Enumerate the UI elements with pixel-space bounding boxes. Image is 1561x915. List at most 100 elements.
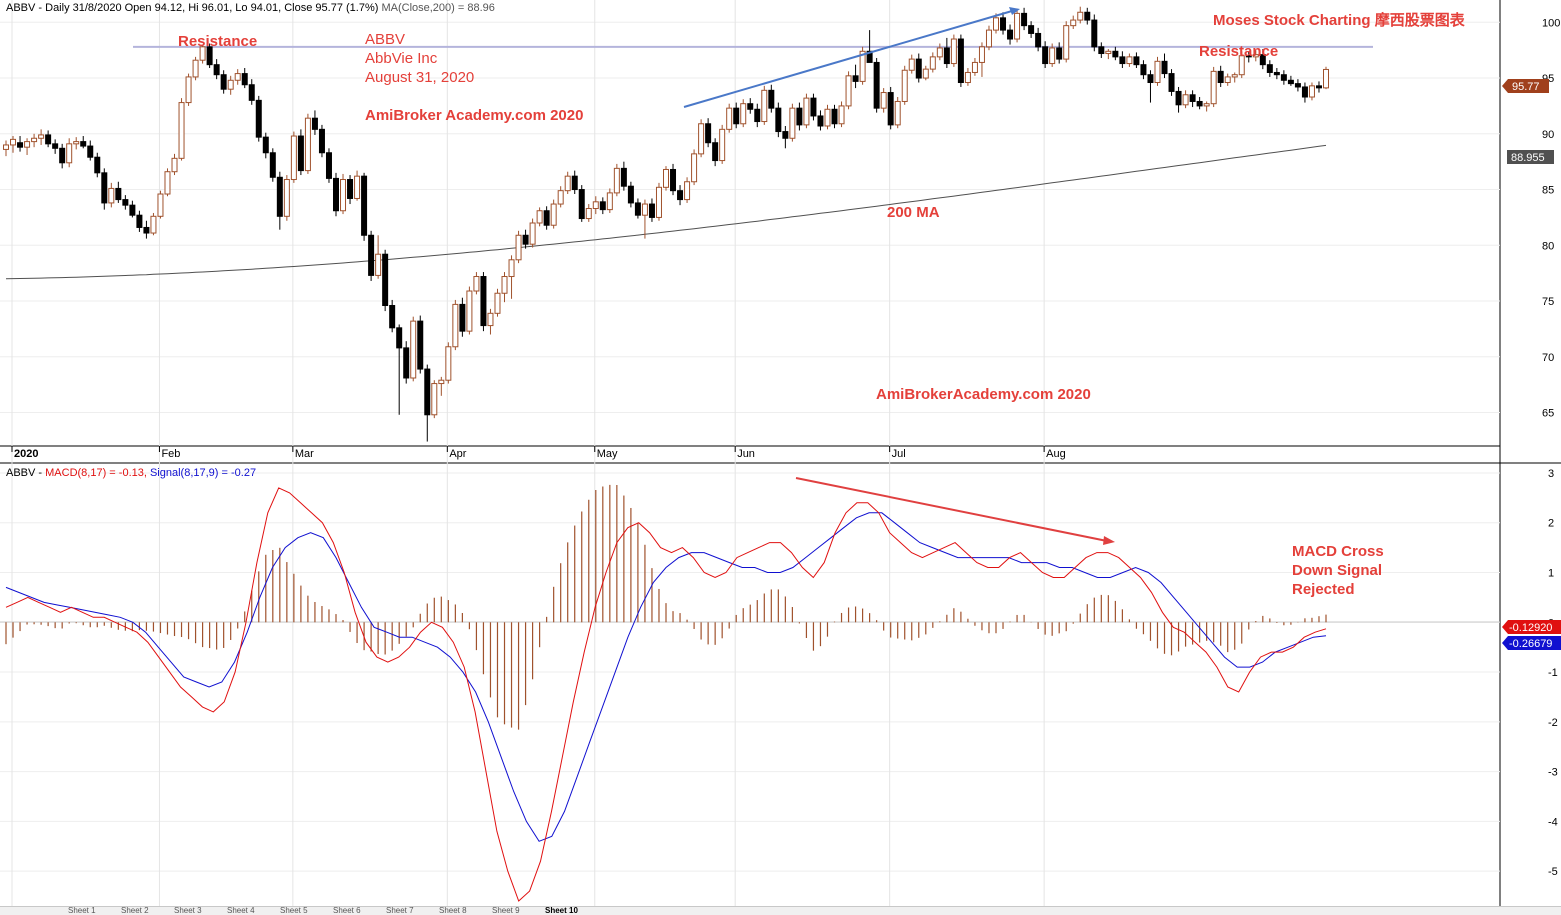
sheet-tab[interactable]: Sheet 6 bbox=[333, 906, 361, 915]
svg-text:-0.12920: -0.12920 bbox=[1509, 622, 1552, 634]
grid-lines bbox=[0, 0, 1500, 906]
candle bbox=[213, 59, 220, 80]
resistance-label-left: Resistance bbox=[178, 33, 257, 50]
candle bbox=[620, 161, 627, 191]
candle bbox=[3, 140, 9, 157]
candle bbox=[922, 65, 929, 81]
candle bbox=[368, 230, 375, 281]
candle bbox=[1224, 73, 1231, 86]
candle bbox=[255, 95, 262, 142]
sheet-tab[interactable]: Sheet 9 bbox=[492, 906, 520, 915]
date-tick-label: 2020 bbox=[14, 448, 38, 460]
candle bbox=[1140, 60, 1147, 80]
watermark-top: AmiBroker Academy.com 2020 bbox=[365, 107, 583, 124]
macd-line bbox=[5, 487, 1327, 902]
candle bbox=[269, 148, 276, 182]
candle bbox=[1196, 97, 1203, 110]
candle bbox=[234, 69, 241, 85]
candle bbox=[473, 272, 480, 295]
candle bbox=[87, 140, 94, 161]
candle bbox=[698, 119, 705, 158]
candle bbox=[691, 149, 698, 186]
candle bbox=[1175, 86, 1182, 113]
candle bbox=[852, 64, 859, 89]
sheet-tab[interactable]: Sheet 8 bbox=[439, 906, 467, 915]
candle bbox=[1154, 56, 1161, 86]
candle bbox=[1168, 69, 1175, 96]
candle bbox=[740, 99, 747, 128]
candle bbox=[1091, 14, 1098, 52]
candle bbox=[543, 206, 550, 230]
candle bbox=[796, 102, 803, 131]
sheet-tab[interactable]: Sheet 1 bbox=[68, 906, 96, 915]
candle bbox=[1007, 24, 1014, 45]
candle bbox=[648, 198, 655, 222]
date-tick-label: Aug bbox=[1046, 448, 1066, 460]
sheet-tab[interactable]: Sheet 5 bbox=[280, 906, 308, 915]
candle bbox=[726, 103, 733, 133]
ma-note: 200 MA bbox=[887, 204, 940, 221]
candle bbox=[1112, 46, 1119, 61]
candle bbox=[529, 218, 536, 248]
ma-price-tag: 88.955 bbox=[1507, 150, 1554, 164]
candle bbox=[831, 104, 838, 129]
symbol-label: ABBV bbox=[365, 31, 405, 48]
candle bbox=[817, 110, 824, 131]
candle bbox=[1301, 82, 1308, 103]
candle bbox=[838, 101, 845, 128]
candle bbox=[178, 98, 185, 161]
macd-note-line-1: MACD Cross bbox=[1292, 543, 1384, 560]
candle bbox=[248, 79, 255, 105]
signal-line bbox=[5, 512, 1327, 842]
sheet-tab-bar: Sheet 1 Sheet 2 Sheet 3 Sheet 4 Sheet 5 Sheet… bbox=[0, 906, 1561, 915]
candle bbox=[1273, 68, 1280, 80]
candle bbox=[424, 364, 431, 442]
price-tick-label: 70 bbox=[1542, 352, 1554, 364]
ma200-line bbox=[5, 144, 1327, 280]
candle bbox=[1323, 66, 1329, 90]
candle bbox=[480, 272, 487, 332]
candle bbox=[1203, 101, 1210, 112]
candle bbox=[361, 172, 368, 241]
svg-text:-0.26679: -0.26679 bbox=[1509, 638, 1552, 650]
candle bbox=[508, 255, 515, 299]
candle bbox=[677, 185, 684, 206]
macd-tick-label: -1 bbox=[1548, 667, 1558, 679]
candle bbox=[347, 175, 354, 205]
date-tick-label: Jul bbox=[892, 448, 906, 460]
candle bbox=[592, 196, 599, 215]
sheet-tab[interactable]: Sheet 2 bbox=[121, 906, 149, 915]
candle bbox=[108, 182, 115, 208]
candle bbox=[1287, 75, 1294, 86]
price-tick-label: 100 bbox=[1542, 17, 1560, 29]
candle bbox=[550, 199, 557, 229]
candle bbox=[1063, 21, 1070, 63]
candle bbox=[557, 186, 564, 208]
candle bbox=[957, 34, 964, 87]
macd-tick-label: -2 bbox=[1548, 717, 1558, 729]
candle bbox=[410, 316, 417, 382]
candle bbox=[241, 68, 248, 89]
candle bbox=[1245, 51, 1252, 63]
candle bbox=[768, 84, 775, 113]
candle bbox=[311, 110, 318, 135]
sheet-tab[interactable]: Sheet 10 bbox=[545, 906, 578, 915]
sheet-tab[interactable]: Sheet 7 bbox=[386, 906, 414, 915]
price-tick-label: 80 bbox=[1542, 240, 1554, 252]
sheet-tab[interactable]: Sheet 4 bbox=[227, 906, 255, 915]
macd-tick-label: -3 bbox=[1548, 767, 1558, 779]
candle bbox=[459, 297, 466, 337]
candle bbox=[943, 37, 950, 69]
candle bbox=[670, 163, 677, 196]
candle bbox=[1238, 51, 1245, 79]
macd-note-line-2: Down Signal bbox=[1292, 562, 1382, 579]
price-tick-label: 90 bbox=[1542, 129, 1554, 141]
candle bbox=[45, 130, 52, 148]
candle bbox=[971, 57, 978, 76]
candle bbox=[1133, 52, 1140, 69]
candle bbox=[375, 235, 382, 279]
sheet-tab[interactable]: Sheet 3 bbox=[174, 906, 202, 915]
macd-tick-label: 3 bbox=[1548, 468, 1554, 480]
candle bbox=[283, 175, 290, 221]
